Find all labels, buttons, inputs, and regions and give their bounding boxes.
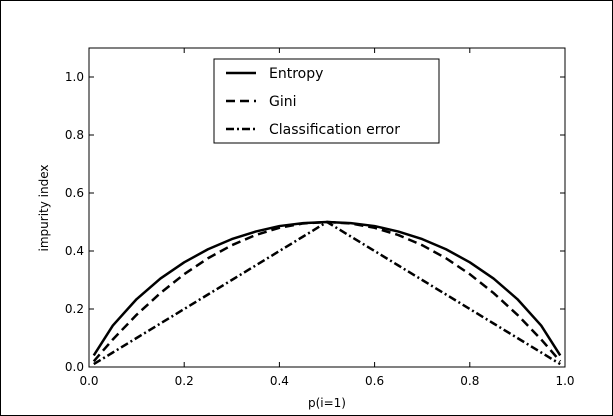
- legend-label-gini: Gini: [269, 94, 297, 110]
- legend-label-entropy: Entropy: [269, 66, 323, 82]
- series-layer: [92, 220, 562, 366]
- ticks-layer: 0.0 0.2 0.4 0.6 0.8 1.0 0.0 0.2 0.4 0.6 0.8 1.0: [65, 48, 575, 388]
- x-tick-label: 0.2: [175, 374, 194, 388]
- x-tick-label: 0.8: [460, 374, 479, 388]
- x-tick-label: 1.0: [555, 374, 574, 388]
- y-tick-label: 0.0: [65, 360, 84, 374]
- series-line-classification-error: [93, 220, 561, 366]
- series-line-entropy: [92, 220, 562, 357]
- series-line-gini: [92, 220, 562, 363]
- x-axis-label: p(i=1): [308, 396, 346, 410]
- y-tick-label: 1.0: [65, 70, 84, 84]
- x-tick-label: 0.0: [79, 374, 98, 388]
- y-axis-label: impurity index: [37, 165, 51, 252]
- y-tick-label: 0.4: [65, 244, 84, 258]
- legend-label-classification-error: Classification error: [269, 122, 400, 138]
- x-tick-label: 0.6: [365, 374, 384, 388]
- plot-area-frame: [88, 47, 566, 368]
- y-tick-label: 0.8: [65, 128, 84, 142]
- y-tick-label: 0.2: [65, 302, 84, 316]
- legend: Entropy Gini Classification error: [213, 58, 440, 144]
- y-tick-label: 0.6: [65, 186, 84, 200]
- x-tick-label: 0.4: [270, 374, 289, 388]
